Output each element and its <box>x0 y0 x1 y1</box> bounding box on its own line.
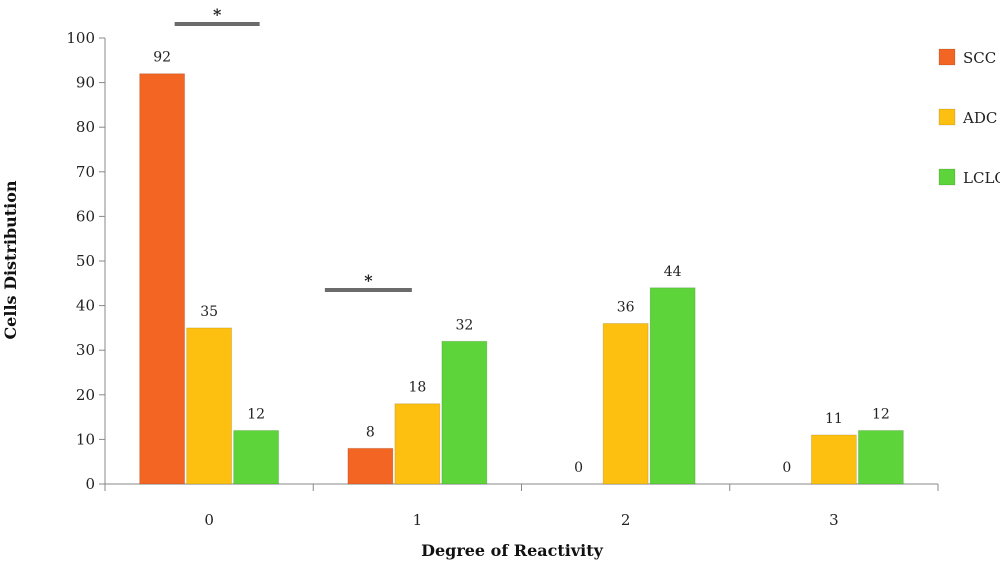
data-label-adc-1: 18 <box>408 380 426 396</box>
data-label-lclc-2: 44 <box>664 264 682 280</box>
bar-lclc-2 <box>649 287 696 485</box>
data-label-lclc-1: 32 <box>455 317 473 333</box>
y-tick-label: 60 <box>76 207 95 225</box>
legend-swatch-lclc <box>938 168 956 186</box>
bars <box>139 73 904 485</box>
data-label-scc-2: 0 <box>574 460 583 476</box>
legend-swatch-adc <box>938 108 956 126</box>
data-label-adc-0: 35 <box>200 304 218 320</box>
bar-scc-1 <box>347 447 394 485</box>
x-axis: 0 1 2 3 <box>104 483 939 529</box>
y-tick-label: 70 <box>76 163 95 181</box>
x-tick-label: 2 <box>621 511 631 529</box>
data-label-lclc-0: 12 <box>247 406 265 422</box>
bar-lclc-1 <box>441 340 488 485</box>
legend-label-adc: ADC <box>962 109 997 127</box>
bar-lclc-0 <box>233 429 280 485</box>
legend-label-lclc: LCLC <box>963 169 1000 187</box>
y-tick-label: 100 <box>66 29 95 47</box>
data-label-scc-0: 92 <box>153 50 171 66</box>
bar-adc-0 <box>186 327 233 485</box>
data-label-adc-3: 11 <box>825 411 843 427</box>
x-tick-label: 3 <box>829 511 839 529</box>
significance-star: * <box>364 271 373 290</box>
y-tick-label: 90 <box>76 74 95 92</box>
bar-adc-1 <box>394 403 441 485</box>
bar-adc-2 <box>602 322 649 485</box>
y-tick-label: 30 <box>76 341 95 359</box>
data-labels: 92 35 12 8 18 32 0 36 44 0 11 12 <box>153 50 890 476</box>
legend: SCC ADC LCLC <box>938 48 1000 187</box>
y-axis-title: Cells Distribution <box>1 180 20 339</box>
bar-adc-3 <box>810 434 857 485</box>
bar-lclc-3 <box>857 429 904 485</box>
significance-brackets: ** <box>174 5 412 292</box>
bar-scc-0 <box>139 73 186 485</box>
legend-swatch-scc <box>938 48 956 66</box>
significance-star: * <box>213 5 222 24</box>
x-tick-label: 0 <box>204 511 214 529</box>
data-label-scc-1: 8 <box>366 424 375 440</box>
y-tick-label: 20 <box>76 386 95 404</box>
data-label-adc-2: 36 <box>617 299 635 315</box>
y-tick-label: 50 <box>76 252 95 270</box>
x-axis-title: Degree of Reactivity <box>421 541 604 560</box>
y-tick-label: 40 <box>76 297 95 315</box>
y-tick-label: 10 <box>76 430 95 448</box>
data-label-scc-3: 0 <box>782 460 791 476</box>
y-tick-label: 80 <box>76 118 95 136</box>
x-tick-label: 1 <box>413 511 423 529</box>
data-label-lclc-3: 12 <box>872 406 890 422</box>
y-axis: 0 10 20 30 40 50 60 70 80 90 100 <box>66 29 106 493</box>
legend-label-scc: SCC <box>963 49 996 67</box>
y-tick-label: 0 <box>85 475 95 493</box>
